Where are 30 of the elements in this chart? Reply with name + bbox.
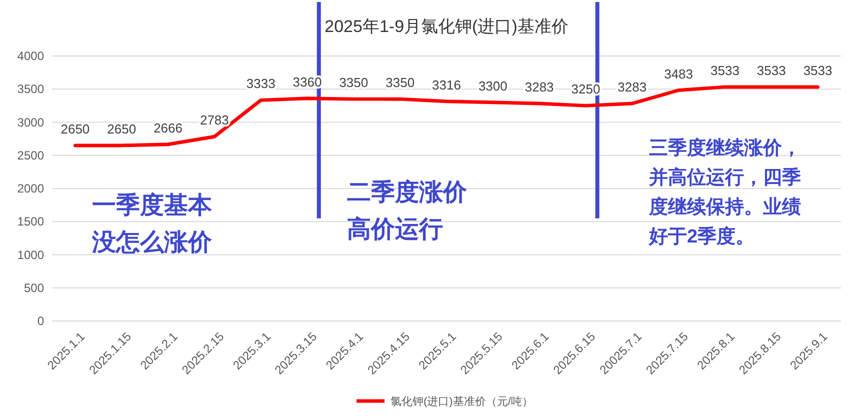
- data-label: 3533: [756, 62, 786, 78]
- y-tick-label: 3000: [17, 115, 44, 130]
- y-tick-label: 0: [37, 314, 44, 328]
- data-label: 3333: [246, 76, 276, 92]
- annotation: 二季度涨价高价运行: [347, 179, 468, 244]
- y-tick-label: 2500: [17, 148, 44, 162]
- y-tick-label: 2000: [17, 182, 44, 196]
- data-label: 2783: [200, 112, 229, 128]
- data-label: 3283: [524, 80, 554, 94]
- data-label: 3483: [664, 66, 694, 82]
- data-label: 3533: [710, 62, 740, 78]
- y-tick-label: 4000: [17, 49, 44, 63]
- data-label: 2666: [154, 120, 182, 136]
- data-label: 3283: [618, 80, 647, 94]
- y-tick-label: 1500: [17, 214, 44, 229]
- legend-label: 氯化钾(进口)基准价（元/吨）: [390, 395, 533, 408]
- data-label: 3350: [339, 75, 368, 90]
- data-label: 3300: [478, 78, 508, 94]
- data-label: 3533: [803, 62, 832, 78]
- data-label: 3350: [386, 75, 415, 90]
- annotation: 三季度继续涨价，并高位运行，四季度继续保持。业绩好于2季度。: [648, 137, 801, 248]
- data-label: 2650: [60, 121, 90, 136]
- annotation: 一季度基本没怎么涨价: [91, 192, 213, 256]
- chart-title: 2025年1-9月氯化钾(进口)基准价: [324, 17, 568, 36]
- data-label: 3316: [432, 77, 461, 92]
- y-tick-label: 500: [24, 280, 44, 295]
- data-label: 2650: [107, 121, 136, 136]
- y-tick-label: 1000: [17, 248, 44, 262]
- legend: 氯化钾(进口)基准价（元/吨）: [356, 396, 533, 408]
- y-tick-label: 3500: [17, 82, 44, 96]
